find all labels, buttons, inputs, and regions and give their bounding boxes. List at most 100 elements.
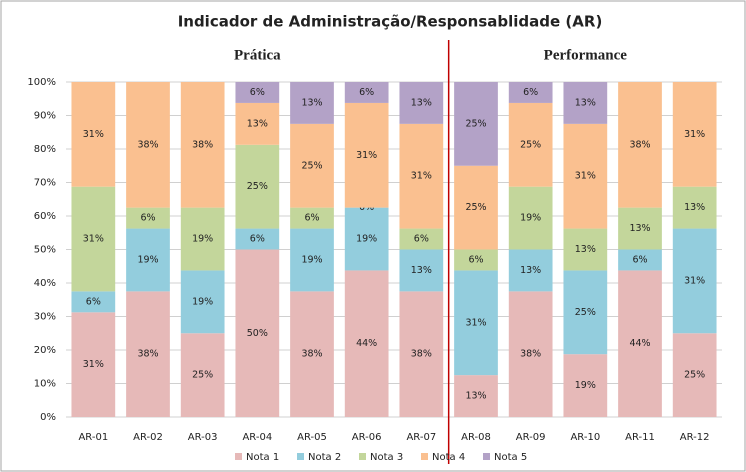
bar-segment: [71, 291, 116, 313]
data-label: 25%: [301, 160, 322, 171]
bar-segment: [618, 249, 662, 271]
data-label: 6%: [523, 87, 538, 98]
x-tick-label: AR-04: [242, 432, 272, 443]
bar-segment: [563, 123, 608, 229]
y-tick-label: 30%: [34, 312, 56, 323]
bar-segment: [290, 82, 334, 124]
bar-segment: [235, 102, 280, 145]
bar-segment: [126, 207, 170, 229]
data-label: 19%: [575, 380, 596, 391]
bar-segment: [454, 165, 498, 250]
data-label: 31%: [465, 317, 486, 328]
data-label: 13%: [465, 391, 486, 402]
bar-segment: [180, 333, 225, 417]
bar-segment: [71, 82, 116, 187]
data-label: 44%: [629, 338, 650, 349]
bar-segment: [618, 82, 662, 208]
data-label: 31%: [411, 171, 432, 182]
data-label: 31%: [356, 150, 377, 161]
data-label: 6%: [304, 213, 319, 224]
x-tick-label: AR-05: [297, 432, 327, 443]
data-label: 44%: [356, 338, 377, 349]
legend-label: Nota 1: [246, 452, 279, 463]
data-label: 25%: [247, 181, 268, 192]
legend-swatch: [235, 453, 242, 460]
x-tick-label: AR-11: [625, 432, 655, 443]
bar-segment: [344, 270, 389, 417]
data-label: 13%: [575, 244, 596, 255]
bar-segment: [618, 270, 662, 417]
legend-label: Nota 3: [370, 452, 403, 463]
data-label: 6%: [140, 213, 155, 224]
bar-segment: [126, 82, 170, 208]
data-label: 25%: [575, 307, 596, 318]
data-label: 19%: [137, 254, 158, 265]
bar-segment: [672, 228, 717, 334]
data-label: 13%: [629, 223, 650, 234]
bar-segment: [71, 186, 116, 292]
bar-segment: [454, 375, 498, 417]
data-label: 6%: [86, 296, 101, 307]
x-tick-label: AR-03: [188, 432, 218, 443]
data-label: 38%: [411, 349, 432, 360]
bar-segment: [399, 123, 444, 229]
x-tick-label: AR-02: [133, 432, 163, 443]
bar-segment: [290, 228, 334, 292]
bar-segment: [290, 207, 334, 229]
bar-segment: [344, 207, 389, 271]
bar-segment: [235, 228, 280, 250]
data-label: 6%: [414, 234, 429, 245]
data-label: 38%: [137, 139, 158, 150]
bar-segment: [290, 291, 334, 417]
data-label: 6%: [250, 234, 265, 245]
y-tick-label: 80%: [34, 144, 56, 155]
bar-segment: [180, 82, 225, 208]
bar-segment: [508, 291, 553, 417]
bar-segment: [126, 291, 170, 417]
y-tick-label: 0%: [40, 412, 56, 423]
y-tick-label: 100%: [27, 77, 56, 88]
bar-segment: [508, 186, 553, 250]
y-tick-label: 60%: [34, 211, 56, 222]
data-label: 13%: [684, 202, 705, 213]
data-label: 50%: [247, 328, 268, 339]
data-label: 25%: [520, 139, 541, 150]
bar-segment: [180, 207, 225, 271]
bar-segment: [672, 186, 717, 229]
group-label: Prática: [234, 47, 281, 63]
bar-segment: [563, 228, 608, 271]
x-tick-label: AR-12: [680, 432, 710, 443]
data-label: 13%: [575, 97, 596, 108]
data-label: 38%: [301, 349, 322, 360]
data-label: 25%: [465, 202, 486, 213]
legend-label: Nota 2: [308, 452, 341, 463]
data-label: 13%: [520, 265, 541, 276]
x-tick-label: AR-07: [406, 432, 436, 443]
bar-segment: [508, 82, 553, 103]
x-tick-label: AR-09: [516, 432, 546, 443]
bar-segment: [618, 207, 662, 250]
data-label: 6%: [632, 254, 647, 265]
y-tick-label: 70%: [34, 178, 56, 189]
bar-segment: [563, 270, 608, 355]
bar-segment: [454, 270, 498, 376]
legend-swatch: [421, 453, 428, 460]
legend-swatch: [297, 453, 304, 460]
data-label: 6%: [359, 87, 374, 98]
data-label: 31%: [684, 275, 705, 286]
data-label: 13%: [411, 265, 432, 276]
data-label: 31%: [83, 359, 104, 370]
y-tick-label: 40%: [34, 278, 56, 289]
data-label: 31%: [575, 171, 596, 182]
data-label: 38%: [520, 349, 541, 360]
chart-title: Indicador de Administração/Responsablida…: [178, 13, 603, 31]
data-label: 38%: [137, 349, 158, 360]
data-label: 25%: [684, 370, 705, 381]
data-label: 6%: [468, 254, 483, 265]
bar-segment: [290, 123, 334, 208]
data-label: 13%: [301, 97, 322, 108]
data-label: 19%: [356, 234, 377, 245]
bar-segment: [235, 144, 280, 229]
legend-label: Nota 4: [432, 452, 465, 463]
